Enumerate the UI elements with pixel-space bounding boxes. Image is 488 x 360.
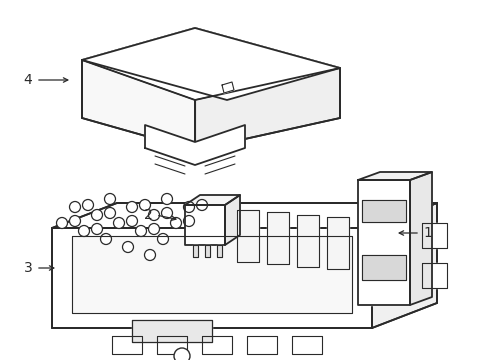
Text: 4: 4 bbox=[23, 73, 32, 87]
Polygon shape bbox=[217, 245, 222, 257]
Polygon shape bbox=[371, 203, 436, 328]
Polygon shape bbox=[296, 215, 318, 267]
Polygon shape bbox=[193, 245, 198, 257]
Polygon shape bbox=[361, 200, 405, 222]
Polygon shape bbox=[222, 82, 234, 93]
Circle shape bbox=[183, 202, 194, 212]
Circle shape bbox=[101, 234, 111, 244]
Circle shape bbox=[69, 216, 81, 226]
Circle shape bbox=[144, 249, 155, 261]
Polygon shape bbox=[145, 125, 244, 165]
Circle shape bbox=[122, 242, 133, 252]
Polygon shape bbox=[72, 236, 351, 313]
Circle shape bbox=[161, 193, 172, 204]
Polygon shape bbox=[246, 336, 276, 354]
Circle shape bbox=[91, 210, 102, 220]
Circle shape bbox=[139, 199, 150, 211]
Circle shape bbox=[148, 210, 159, 220]
Circle shape bbox=[91, 224, 102, 234]
Polygon shape bbox=[132, 320, 212, 342]
Polygon shape bbox=[195, 68, 339, 150]
Polygon shape bbox=[291, 336, 321, 354]
Circle shape bbox=[196, 199, 207, 211]
Polygon shape bbox=[204, 245, 209, 257]
Circle shape bbox=[148, 224, 159, 234]
Polygon shape bbox=[266, 212, 288, 264]
Circle shape bbox=[126, 216, 137, 226]
Polygon shape bbox=[184, 195, 240, 205]
Polygon shape bbox=[52, 203, 436, 228]
Circle shape bbox=[161, 207, 172, 219]
Circle shape bbox=[79, 225, 89, 237]
Polygon shape bbox=[357, 172, 431, 180]
Circle shape bbox=[69, 202, 81, 212]
Polygon shape bbox=[184, 205, 224, 245]
Circle shape bbox=[57, 217, 67, 229]
Polygon shape bbox=[409, 172, 431, 305]
Text: 3: 3 bbox=[23, 261, 32, 275]
Circle shape bbox=[170, 217, 181, 229]
Circle shape bbox=[183, 216, 194, 226]
Polygon shape bbox=[82, 28, 339, 100]
Polygon shape bbox=[357, 180, 409, 305]
Polygon shape bbox=[361, 255, 405, 280]
Circle shape bbox=[113, 217, 124, 229]
Polygon shape bbox=[202, 336, 231, 354]
Circle shape bbox=[82, 199, 93, 211]
Polygon shape bbox=[237, 210, 259, 262]
Polygon shape bbox=[52, 228, 371, 328]
Text: 2: 2 bbox=[143, 208, 152, 222]
Polygon shape bbox=[421, 263, 446, 288]
Circle shape bbox=[174, 348, 190, 360]
Polygon shape bbox=[326, 217, 348, 269]
Polygon shape bbox=[112, 336, 142, 354]
Polygon shape bbox=[421, 223, 446, 248]
Polygon shape bbox=[82, 60, 195, 150]
Circle shape bbox=[104, 193, 115, 204]
Polygon shape bbox=[157, 336, 186, 354]
Circle shape bbox=[104, 207, 115, 219]
Polygon shape bbox=[224, 195, 240, 245]
Circle shape bbox=[157, 234, 168, 244]
Circle shape bbox=[135, 225, 146, 237]
Circle shape bbox=[126, 202, 137, 212]
Text: 1: 1 bbox=[423, 226, 431, 240]
